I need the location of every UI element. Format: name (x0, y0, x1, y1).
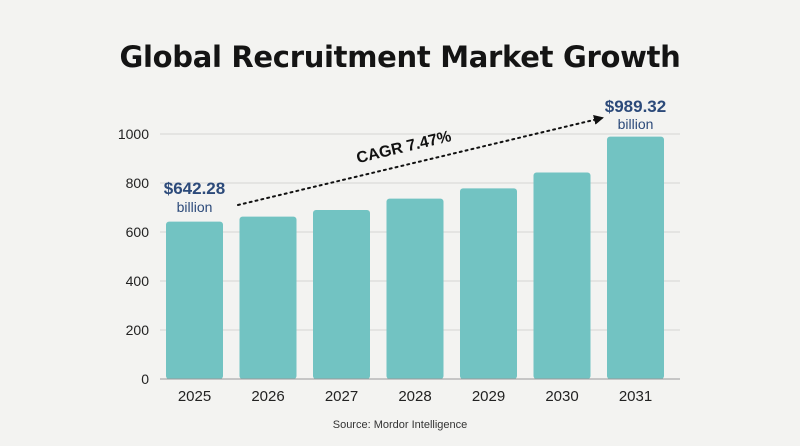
y-axis-ticks: 0 200 400 600 800 1000 (118, 126, 149, 387)
y-tick-label: 0 (141, 371, 149, 387)
source-note: Source: Mordor Intelligence (332, 419, 468, 431)
x-tick-label: 2025 (178, 388, 211, 405)
start-unit-label: billion (177, 199, 213, 215)
x-tick-label: 2026 (251, 388, 284, 405)
bar-2030 (533, 172, 591, 379)
x-tick-label: 2028 (398, 388, 431, 405)
end-unit-label: billion (618, 116, 654, 132)
x-axis-ticks: 2025 2026 2027 2028 2029 2030 2031 (178, 388, 652, 405)
bar-2031 (607, 136, 664, 379)
bar-2027 (313, 209, 370, 379)
bar-2025 (166, 221, 223, 379)
start-value-label: $642.28 (164, 179, 225, 198)
x-tick-label: 2027 (325, 388, 358, 405)
x-tick-label: 2031 (619, 388, 652, 405)
y-tick-label: 600 (126, 224, 150, 240)
annotations: CAGR 7.47% $642.28 billion $989.32 billi… (164, 97, 666, 215)
bar-2026 (239, 216, 297, 379)
bar-2029 (460, 188, 517, 379)
x-tick-label: 2029 (472, 388, 505, 405)
cagr-arrow (237, 114, 604, 206)
y-tick-label: 1000 (118, 126, 149, 142)
chart-title: Global Recruitment Market Growth (119, 40, 681, 74)
x-tick-label: 2030 (545, 388, 578, 405)
bar-2028 (386, 198, 444, 379)
y-tick-label: 200 (126, 322, 150, 338)
bars (166, 136, 664, 379)
y-tick-label: 800 (126, 175, 150, 191)
y-tick-label: 400 (126, 273, 150, 289)
end-value-label: $989.32 (605, 97, 666, 116)
